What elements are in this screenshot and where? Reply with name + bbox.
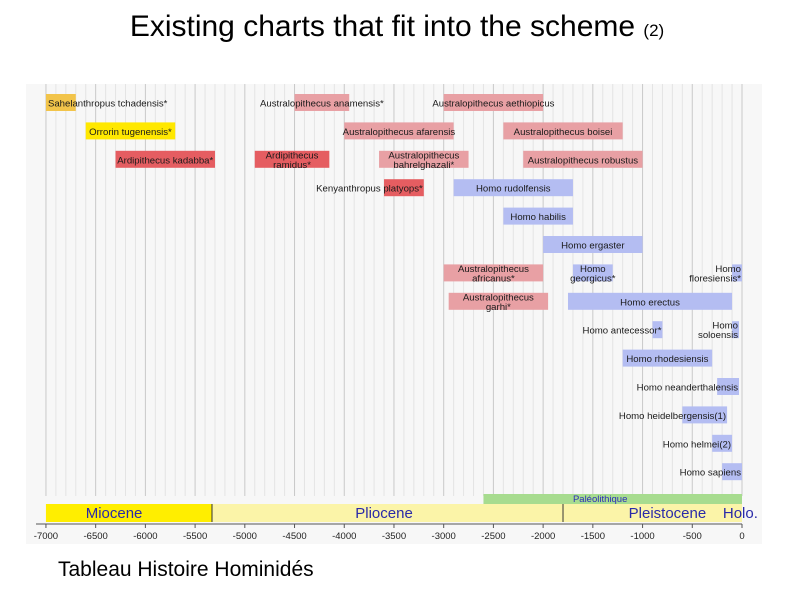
label-australopithecus-africanus: Australopithecus bbox=[458, 264, 529, 275]
epoch-label-pliocene: Pliocene bbox=[355, 505, 413, 522]
label-homo-floresiensis: Homo bbox=[715, 264, 741, 275]
bar-australopithecus-boisei bbox=[503, 122, 623, 140]
bar-homo-sapiens bbox=[722, 463, 742, 481]
label-orrorin-tugenensis: Orrorin tugenensis* bbox=[89, 127, 172, 138]
x-tick-label: -6500 bbox=[84, 531, 108, 542]
bar-australopithecus-aethiopicus bbox=[443, 94, 544, 111]
x-tick-label: -2500 bbox=[481, 531, 505, 542]
paleolithic-band bbox=[483, 494, 742, 504]
label-australopithecus-garhi: Australopithecus bbox=[463, 292, 534, 303]
bar-homo-floresiensis bbox=[732, 264, 742, 282]
x-tick-label: -2000 bbox=[531, 531, 555, 542]
bar-australopithecus-robustus bbox=[523, 150, 643, 168]
label-australopithecus-boisei: Australopithecus boisei bbox=[514, 127, 613, 138]
label2-homo-floresiensis: floresiensis* bbox=[689, 273, 741, 284]
label-homo-erectus: Homo erectus bbox=[620, 297, 680, 308]
epoch-holo bbox=[741, 504, 742, 522]
bar-homo-antecessor bbox=[652, 321, 663, 339]
label-kenyanthropus-platyops: Kenyanthropus platyops* bbox=[316, 184, 423, 195]
label2-australopithecus-garhi: garhi* bbox=[486, 302, 511, 313]
bar-australopithecus-afarensis bbox=[344, 122, 454, 140]
bar-australopithecus-garhi bbox=[448, 292, 549, 310]
bar-homo-georgicus bbox=[572, 264, 613, 282]
label-australopithecus-afarensis: Australopithecus afarensis bbox=[343, 127, 456, 138]
bar-homo-heidelbergensis-1 bbox=[682, 406, 728, 424]
x-tick-label: -3500 bbox=[382, 531, 406, 542]
label-australopithecus-aethiopicus: Australopithecus aethiopicus bbox=[432, 99, 554, 110]
label-homo-sapiens: Homo sapiens bbox=[680, 468, 742, 479]
bar-sahelanthropus-tchadensis bbox=[45, 94, 76, 111]
epoch-pleistocene bbox=[563, 504, 742, 522]
label-homo-rhodesiensis: Homo rhodesiensis bbox=[626, 354, 708, 365]
bar-homo-habilis bbox=[503, 207, 573, 225]
caption: Tableau Histoire Hominidés bbox=[58, 558, 314, 581]
label2-homo-soloensis: soloensis bbox=[698, 330, 738, 341]
epoch-miocene bbox=[45, 504, 213, 522]
epoch-label-miocene: Miocene bbox=[86, 505, 143, 522]
label2-ardipithecus-ramidus: ramidus* bbox=[273, 160, 311, 171]
bar-ardipithecus-kadabba bbox=[115, 150, 215, 168]
epoch-pliocene bbox=[212, 504, 564, 522]
label-homo-georgicus: Homo bbox=[580, 264, 606, 275]
bar-homo-soloensis bbox=[732, 321, 740, 339]
x-tick-label: -5000 bbox=[233, 531, 257, 542]
bar-ardipithecus-ramidus bbox=[254, 150, 330, 168]
bar-homo-neanderthalensis bbox=[717, 378, 740, 395]
title-text: Existing charts that fit into the scheme bbox=[129, 10, 636, 43]
hominid-timeline-chart: Sahelanthropus tchadensis* Australopithec… bbox=[26, 84, 762, 544]
x-tick-label: -6000 bbox=[133, 531, 157, 542]
x-tick-label: -1000 bbox=[630, 531, 654, 542]
bar-australopithecus-anamensis bbox=[294, 94, 350, 111]
x-tick-label: -3000 bbox=[432, 531, 456, 542]
bar-australopithecus-bahrelghazali bbox=[379, 150, 469, 168]
label-homo-habilis: Homo habilis bbox=[510, 212, 566, 223]
title-note: (2) bbox=[643, 21, 665, 40]
x-tick-label: -4500 bbox=[282, 531, 306, 542]
x-tick-label: -4000 bbox=[332, 531, 356, 542]
bar-homo-rhodesiensis bbox=[622, 349, 713, 367]
bar-orrorin-tugenensis bbox=[85, 122, 176, 140]
label-homo-rudolfensis: Homo rudolfensis bbox=[476, 184, 551, 195]
label-ardipithecus-kadabba: Ardipithecus kadabba* bbox=[117, 155, 213, 166]
x-tick-label: 0 bbox=[739, 531, 744, 542]
label-australopithecus-robustus: Australopithecus robustus bbox=[528, 155, 639, 166]
label2-homo-georgicus: georgicus* bbox=[570, 273, 616, 284]
label-homo-ergaster: Homo ergaster bbox=[561, 241, 625, 252]
label-sahelanthropus-tchadensis: Sahelanthropus tchadensis* bbox=[48, 99, 168, 110]
bar-kenyanthropus-platyops bbox=[384, 179, 424, 197]
epoch-label-pleistocene: Pleistocene bbox=[629, 505, 707, 522]
x-tick-label: -500 bbox=[683, 531, 702, 542]
label-homo-antecessor: Homo antecessor* bbox=[583, 326, 662, 337]
label-homo-helmei-2: Homo helmei(2) bbox=[663, 439, 731, 450]
label2-australopithecus-africanus: africanus* bbox=[472, 273, 515, 284]
x-tick-label: -5500 bbox=[183, 531, 207, 542]
bar-homo-ergaster bbox=[543, 236, 643, 253]
page-title: Existing charts that fit into the scheme… bbox=[0, 10, 794, 44]
x-tick-label: -7000 bbox=[34, 531, 58, 542]
label-homo-heidelbergensis-1: Homo heidelbergensis(1) bbox=[619, 411, 726, 422]
label-homo-soloensis: Homo bbox=[712, 321, 738, 332]
x-tick-label: -1500 bbox=[581, 531, 605, 542]
bar-homo-rudolfensis bbox=[453, 179, 573, 197]
label-homo-neanderthalensis: Homo neanderthalensis bbox=[637, 383, 739, 394]
paleolithic-label: Paléolithique bbox=[573, 494, 627, 505]
label2-australopithecus-bahrelghazali: bahrelghazali* bbox=[393, 160, 454, 171]
bar-homo-erectus bbox=[567, 292, 733, 310]
label-australopithecus-anamensis: Australopithecus anamensis* bbox=[260, 99, 384, 110]
bar-homo-helmei-2 bbox=[712, 434, 733, 452]
bar-australopithecus-africanus bbox=[443, 264, 544, 282]
label-ardipithecus-ramidus: Ardipithecus bbox=[266, 150, 319, 161]
epoch-label-holo: Holo. bbox=[723, 505, 758, 522]
label-australopithecus-bahrelghazali: Australopithecus bbox=[388, 150, 459, 161]
